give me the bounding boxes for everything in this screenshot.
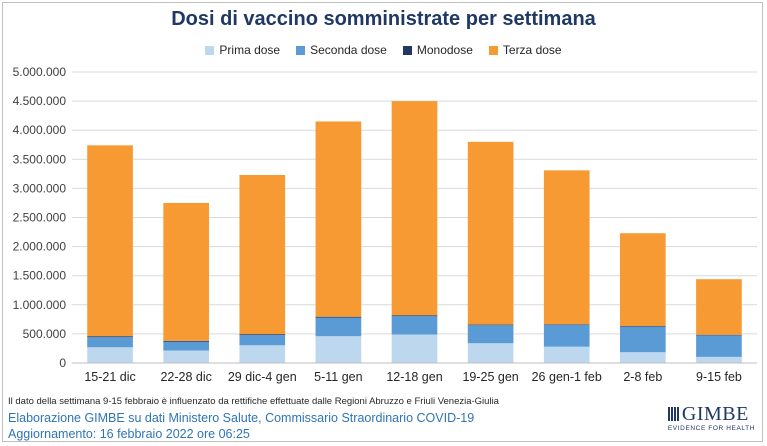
bar-segment-monodose: [696, 334, 742, 336]
bar-segment-seconda-dose: [163, 341, 209, 351]
bar-segment-monodose: [543, 324, 590, 325]
bar-segment-terza-dose: [315, 121, 362, 317]
logo-mark-icon: [667, 407, 680, 421]
footnote: Il dato della settimana 9-15 febbraio è …: [8, 396, 499, 407]
y-tick-label: 1.500.000: [13, 269, 67, 283]
logo-row: GIMBE: [667, 403, 755, 425]
legend-item-terza-dose: Terza dose: [488, 43, 562, 57]
y-tick-label: 0: [59, 356, 66, 370]
chart-title: Dosi di vaccino somministrate per settim…: [171, 8, 596, 30]
source-credit: Elaborazione GIMBE su dati Ministero Sal…: [8, 411, 475, 425]
bar-segment-seconda-dose: [391, 316, 438, 335]
bar-segment-prima-dose: [696, 356, 742, 363]
bar-segment-seconda-dose: [620, 326, 666, 353]
y-tick-label: 500.000: [23, 327, 67, 341]
legend-swatch-monodose: [402, 45, 412, 55]
bar-segment-monodose: [467, 324, 514, 326]
x-tick-label: 2-8 feb: [623, 370, 662, 384]
bar-segment-seconda-dose: [239, 335, 286, 346]
logo-text: GIMBE: [681, 403, 749, 425]
bar-segment-terza-dose: [620, 233, 666, 327]
x-tick-label: 15-21 dic: [84, 370, 135, 384]
legend-label-monodose: Monodose: [416, 43, 473, 57]
bar-segment-terza-dose: [87, 145, 133, 337]
y-tick-label: 1.000.000: [13, 298, 67, 312]
bar-segment-terza-dose: [696, 279, 742, 335]
bar-segment-monodose: [315, 316, 362, 318]
bar-segment-terza-dose: [163, 202, 209, 341]
y-tick-label: 2.500.000: [13, 211, 67, 225]
bar-segment-prima-dose: [391, 334, 438, 363]
bar-segment-prima-dose: [620, 352, 666, 363]
bar-segment-prima-dose: [163, 350, 209, 363]
bar-segment-terza-dose: [467, 141, 514, 325]
bar-segment-prima-dose: [239, 345, 286, 363]
chart-frame: [2, 2, 763, 442]
bar-segment-prima-dose: [543, 346, 590, 363]
x-tick-label: 22-28 dic: [160, 370, 211, 384]
bar-segment-seconda-dose: [543, 324, 590, 347]
chart-legend: Prima dose Seconda dose Monodose Terza d…: [0, 43, 767, 57]
legend-label-terza-dose: Terza dose: [502, 43, 562, 57]
y-tick-label: 4.500.000: [13, 94, 67, 108]
bar-segment-monodose: [620, 326, 666, 327]
bar-segment-seconda-dose: [696, 335, 742, 357]
gimbe-logo: GIMBE EVIDENCE FOR HEALTH: [667, 403, 755, 432]
legend-swatch-prima-dose: [205, 45, 215, 55]
legend-label-seconda-dose: Seconda dose: [310, 43, 387, 57]
bar-segment-monodose: [391, 315, 438, 317]
bar-segment-seconda-dose: [315, 317, 362, 337]
bar-segment-prima-dose: [467, 343, 514, 363]
update-timestamp: Aggiornamento: 16 febbraio 2022 ore 06:2…: [8, 427, 250, 441]
x-tick-label: 5-11 gen: [314, 370, 362, 384]
x-tick-label: 26 gen-1 feb: [532, 370, 602, 384]
bar-segment-seconda-dose: [467, 325, 514, 344]
legend-swatch-seconda-dose: [296, 45, 306, 55]
logo-tagline: EVIDENCE FOR HEALTH: [667, 425, 755, 432]
bar-segment-terza-dose: [543, 170, 590, 325]
y-tick-label: 3.000.000: [13, 181, 67, 195]
x-tick-label: 9-15 feb: [696, 370, 742, 384]
x-tick-label: 29 dic-4 gen: [228, 370, 297, 384]
x-tick-label: 12-18 gen: [386, 370, 442, 384]
bar-segment-monodose: [239, 334, 286, 336]
x-tick-label: 19-25 gen: [462, 370, 518, 384]
bar-segment-terza-dose: [239, 175, 286, 335]
bar-segment-terza-dose: [391, 101, 438, 316]
legend-item-seconda-dose: Seconda dose: [296, 43, 387, 57]
bar-segment-monodose: [163, 340, 209, 342]
bar-segment-prima-dose: [315, 336, 362, 363]
y-tick-label: 4.000.000: [13, 123, 67, 137]
bar-segment-seconda-dose: [87, 337, 133, 348]
legend-item-monodose: Monodose: [402, 43, 473, 57]
y-tick-label: 2.000.000: [13, 240, 67, 254]
legend-label-prima-dose: Prima dose: [219, 43, 281, 57]
legend-swatch-terza-dose: [488, 45, 498, 55]
bar-segment-monodose: [87, 336, 133, 338]
y-tick-label: 3.500.000: [13, 152, 67, 166]
y-tick-label: 5.000.000: [13, 65, 67, 79]
bar-segment-prima-dose: [87, 347, 133, 363]
legend-item-prima-dose: Prima dose: [205, 43, 280, 57]
